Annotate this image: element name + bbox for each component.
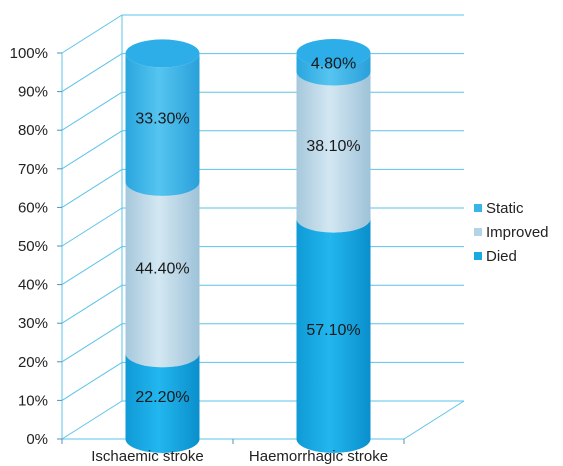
x-axis-category-labels: Ischaemic stroke Haemorrhagic stroke (91, 448, 388, 465)
bar-segment-died (125, 353, 200, 453)
gridline-diagonal (61, 361, 123, 401)
legend-entry-label: Static (486, 200, 524, 217)
y-tick-label: 50% (18, 238, 48, 255)
y-tick-label: 80% (18, 122, 48, 139)
gridlines (61, 14, 465, 440)
gridline-diagonal (61, 207, 123, 247)
floor-right-edge (403, 400, 465, 440)
legend-swatch (474, 204, 482, 212)
y-tick-label: 40% (18, 277, 48, 294)
data-label: 22.20% (135, 389, 189, 406)
data-labels: 22.20% 44.40% 33.30% 57.10% 38.10% 4.80% (135, 55, 360, 406)
y-tick-label: 20% (18, 354, 48, 371)
gridline-diagonal (61, 130, 123, 170)
legend: Static Improved Died (474, 200, 549, 265)
data-label: 33.30% (135, 111, 189, 128)
gridline-diagonal (61, 14, 123, 54)
legend-entry-label: Died (486, 248, 517, 265)
y-axis-tick-labels: 0% 10% 20% 30% 40% 50% 60% 70% 80% 90% 100% (10, 45, 48, 448)
gridline-diagonal (61, 168, 123, 208)
legend-swatch (474, 228, 482, 236)
cylinder-bars (125, 39, 371, 453)
data-label: 57.10% (306, 322, 360, 339)
y-tick-label: 100% (10, 45, 48, 62)
bar-segment-died (296, 218, 371, 453)
gridline-diagonal (61, 323, 123, 363)
data-label: 4.80% (311, 55, 356, 72)
bar-segment-cap (125, 39, 200, 68)
legend-swatch (474, 252, 482, 260)
y-tick-label: 90% (18, 84, 48, 101)
data-label: 44.40% (135, 261, 189, 278)
y-tick-label: 10% (18, 392, 48, 409)
bar-segment-static (296, 53, 371, 86)
bar-segment-improved (125, 181, 200, 368)
y-tick-label: 60% (18, 199, 48, 216)
x-category-label: Ischaemic stroke (91, 448, 204, 465)
legend-entry-label: Improved (486, 224, 549, 241)
bar-segment-cap (296, 39, 371, 67)
gridline-diagonal (61, 91, 123, 131)
gridline-diagonal (61, 246, 123, 286)
bar-segment-static (125, 53, 200, 196)
gridline-diagonal (61, 53, 123, 93)
y-tick-label: 30% (18, 315, 48, 332)
y-tick-label: 0% (26, 431, 48, 448)
y-tick-label: 70% (18, 161, 48, 178)
gridline-diagonal (61, 400, 123, 440)
gridline-diagonal (61, 284, 123, 324)
bar-segment-improved (296, 71, 371, 233)
x-category-label: Haemorrhagic stroke (249, 448, 388, 465)
data-label: 38.10% (306, 138, 360, 155)
